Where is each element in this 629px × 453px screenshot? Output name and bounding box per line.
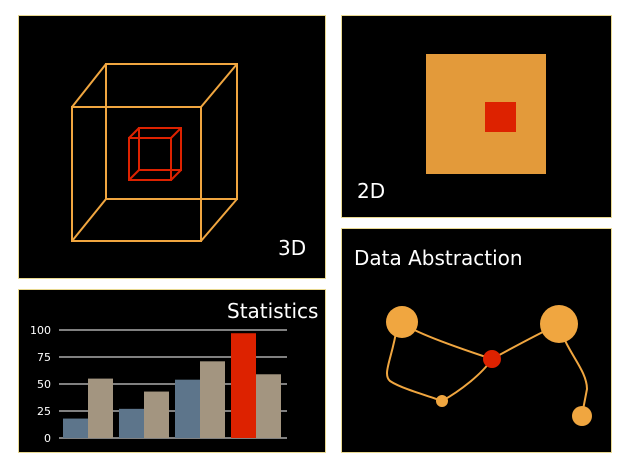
graph-edge [441,358,493,402]
nested-cube-icon [71,63,238,242]
nested-square-icon [426,54,546,174]
panel-data-abstraction: Data Abstraction [341,228,612,453]
node-graph-icon [386,305,592,426]
bar [63,418,88,438]
outer-cube-edge [71,198,107,242]
panel-3d: 3D [18,15,326,279]
outer-cube-edge [200,198,238,242]
graph-edge [386,326,443,402]
panel-2d-label: 2D [357,179,386,203]
statistics-chart: 0 25 50 75 100 [30,324,287,445]
outer-cube-edge [71,63,107,108]
inner-cube-edge [128,169,140,181]
panel-statistics: Statistics 0 25 50 75 100 [18,289,326,453]
graph-node-large [386,306,418,338]
bar [144,391,169,438]
panel-3d-label: 3D [278,236,307,260]
inner-cube-edge [128,127,140,139]
data-abstraction-label: Data Abstraction [354,246,523,270]
bar [119,408,144,438]
bar [175,379,200,438]
graph-node-medium [572,406,592,426]
graph-node-center [483,350,501,368]
y-tick-label: 50 [37,378,51,391]
inner-square [485,102,516,132]
y-tick-label: 100 [30,324,51,337]
inner-cube-edge [170,169,182,181]
bar [88,378,113,438]
graph-node-large [540,305,578,343]
y-tick-label: 0 [44,432,51,445]
graph-node-small [436,395,448,407]
panel-2d: 2D [341,15,612,218]
y-tick-label: 75 [37,351,51,364]
inner-cube-edge [170,127,182,139]
bar [256,374,281,438]
statistics-title: Statistics [227,299,319,323]
bar [231,333,256,438]
bar [200,361,225,438]
outer-cube-edge [200,63,238,108]
y-tick-label: 25 [37,405,51,418]
